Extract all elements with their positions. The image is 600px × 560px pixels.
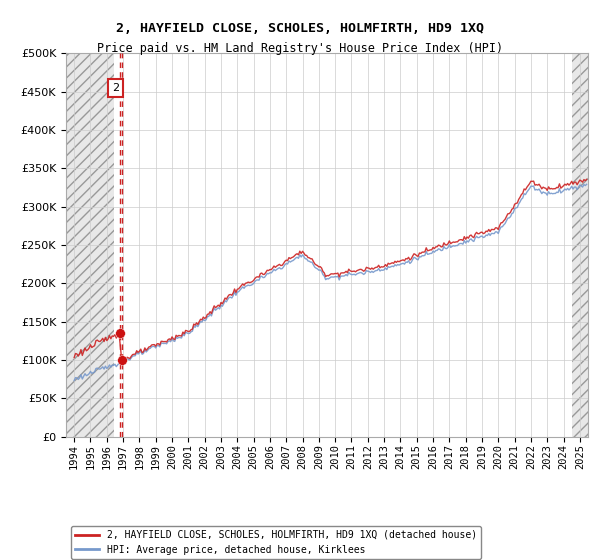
Legend: 2, HAYFIELD CLOSE, SCHOLES, HOLMFIRTH, HD9 1XQ (detached house), HPI: Average pr: 2, HAYFIELD CLOSE, SCHOLES, HOLMFIRTH, H… (71, 526, 481, 559)
Text: 2: 2 (112, 83, 119, 93)
Polygon shape (572, 53, 588, 437)
Text: Price paid vs. HM Land Registry's House Price Index (HPI): Price paid vs. HM Land Registry's House … (97, 42, 503, 55)
Polygon shape (66, 53, 113, 437)
Text: 2, HAYFIELD CLOSE, SCHOLES, HOLMFIRTH, HD9 1XQ: 2, HAYFIELD CLOSE, SCHOLES, HOLMFIRTH, H… (116, 22, 484, 35)
